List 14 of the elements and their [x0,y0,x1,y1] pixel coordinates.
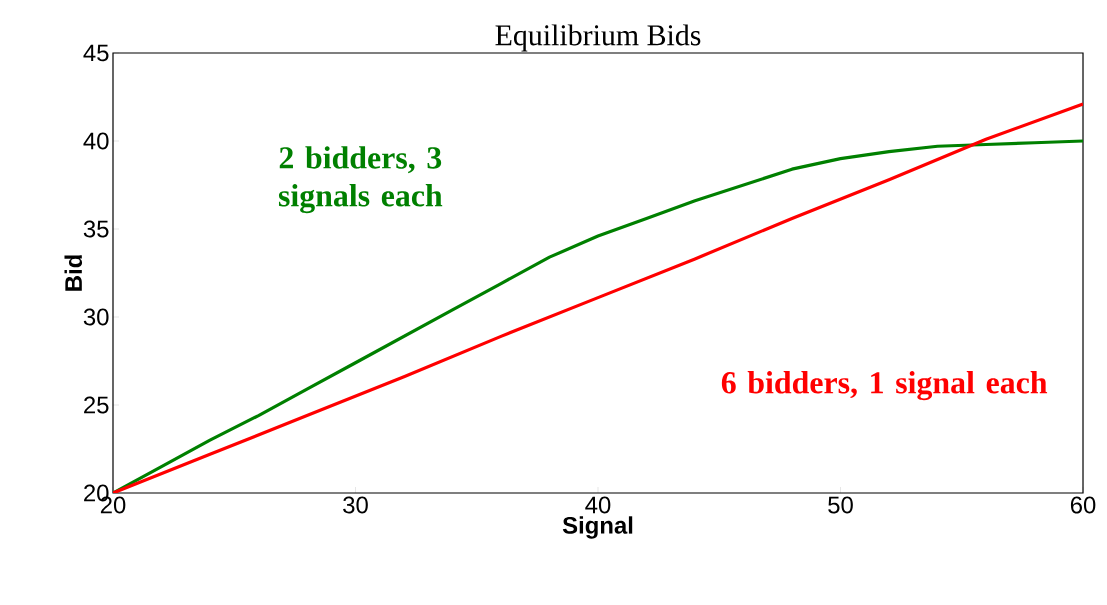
y-tick-label: 45 [83,44,109,62]
y-tick-label: 30 [83,308,109,326]
y-tick-label: 25 [84,396,109,414]
x-tick-label: 40 [585,496,611,514]
y-tick-label: 35 [83,220,109,238]
x-tick-label: 30 [343,496,368,514]
x-tick-label: 50 [828,496,853,514]
x-tick-label: 60 [1070,496,1096,514]
chart-title: Equilibrium Bids [495,24,701,52]
x-axis-title: Signal [562,516,633,539]
text: 6 bidders, 1 signal each [721,371,1048,401]
text: 2 bidders, 3 signals each [278,146,443,214]
y-axis-title: Bid [64,255,83,291]
y-tick-label: 40 [83,132,109,150]
